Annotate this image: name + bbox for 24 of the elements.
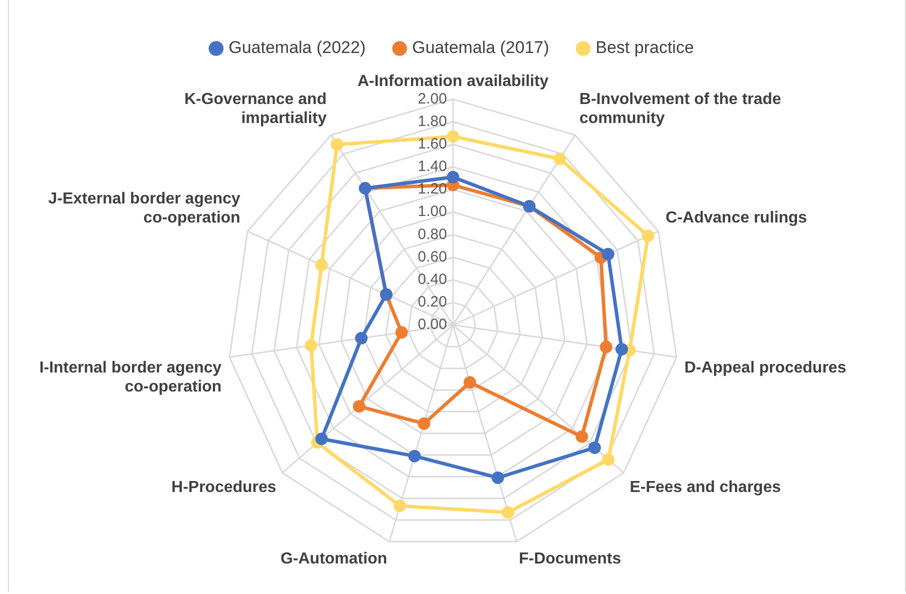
y-tick-label: 1.60: [418, 136, 447, 152]
y-tick-label: 1.00: [418, 203, 447, 220]
y-tick-label: 0.40: [418, 270, 447, 288]
spoke-label: C-Advance rulings: [666, 210, 808, 227]
y-tick-label: 1.80: [418, 112, 447, 130]
spoke-label: F-Documents: [518, 550, 622, 568]
legend-label: Guatemala (2022): [228, 38, 366, 58]
y-tick-label: 1.40: [418, 158, 447, 176]
spoke-label: I-Internal border agency co-operation: [39, 359, 222, 396]
spoke-label: B-Involvement of the trade community: [579, 90, 782, 128]
y-tick-label: 0.80: [418, 226, 447, 243]
spoke-label: J-External border agency co-operation: [48, 190, 240, 227]
legend-label: Best practice: [596, 38, 694, 58]
y-tick-label: 0.60: [418, 248, 447, 266]
y-tick-label: 0.00: [418, 316, 447, 334]
spoke-label: G-Automation: [280, 550, 388, 568]
spoke-label: D-Appeal procedures: [684, 359, 846, 376]
spoke-label: K-Governance and impartiality: [184, 90, 327, 128]
spoke-label: A-Information availability: [357, 73, 549, 90]
spoke-label: H-Procedures: [171, 479, 276, 496]
legend-label: Guatemala (2017): [412, 38, 550, 58]
spoke-label: E-Fees and charges: [630, 479, 781, 496]
y-tick-label: 0.20: [418, 294, 447, 311]
y-tick-label: 2.00: [418, 90, 447, 108]
